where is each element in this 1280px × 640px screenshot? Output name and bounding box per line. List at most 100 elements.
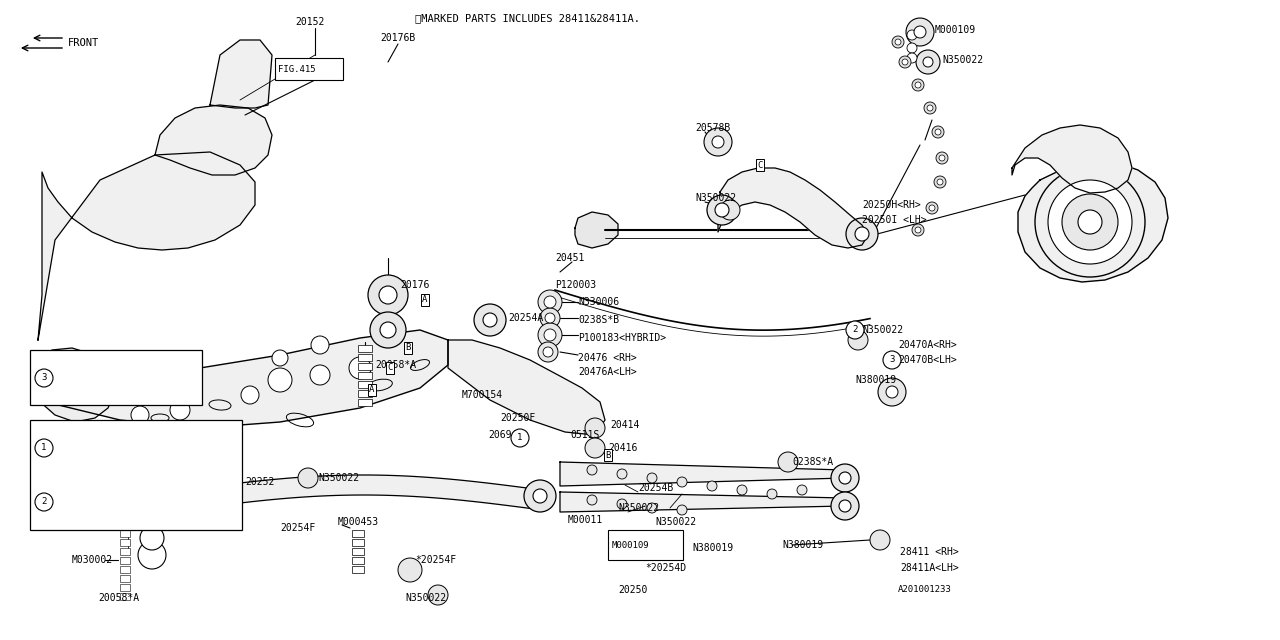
Text: 2: 2 — [852, 326, 858, 335]
Circle shape — [716, 203, 730, 217]
Text: *20254F: *20254F — [415, 555, 456, 565]
Text: FRONT: FRONT — [68, 38, 100, 48]
Circle shape — [878, 378, 906, 406]
Circle shape — [538, 290, 562, 314]
Text: N380019: N380019 — [782, 540, 823, 550]
Text: 2: 2 — [41, 497, 46, 506]
Circle shape — [778, 452, 797, 472]
Circle shape — [831, 464, 859, 492]
Bar — [120, 557, 131, 564]
Polygon shape — [186, 475, 541, 510]
Circle shape — [524, 480, 556, 512]
Circle shape — [1036, 167, 1146, 277]
Bar — [29, 350, 202, 405]
Polygon shape — [718, 168, 868, 248]
Circle shape — [268, 368, 292, 392]
Text: 20252: 20252 — [244, 477, 274, 487]
Bar — [352, 548, 364, 555]
Text: 20414: 20414 — [611, 420, 640, 430]
Text: 20470B<LH>: 20470B<LH> — [899, 355, 956, 365]
Circle shape — [911, 224, 924, 236]
Circle shape — [712, 136, 724, 148]
Circle shape — [543, 347, 553, 357]
Bar — [358, 363, 372, 370]
Bar — [120, 530, 131, 537]
Polygon shape — [448, 340, 605, 435]
Circle shape — [914, 26, 925, 38]
Circle shape — [870, 530, 890, 550]
Circle shape — [927, 105, 933, 111]
Text: 20416: 20416 — [608, 443, 637, 453]
Text: N350022: N350022 — [655, 517, 696, 527]
Text: 20157A<LH>: 20157A<LH> — [90, 517, 148, 527]
Bar — [275, 58, 343, 80]
Circle shape — [184, 492, 200, 508]
Text: 0101S: 0101S — [58, 358, 84, 367]
Circle shape — [838, 472, 851, 484]
Text: C: C — [758, 161, 763, 170]
Circle shape — [1048, 180, 1132, 264]
Circle shape — [932, 126, 945, 138]
Text: M030002: M030002 — [72, 555, 113, 565]
Circle shape — [892, 36, 904, 48]
Text: 20578B: 20578B — [695, 123, 731, 133]
Text: 20694: 20694 — [488, 430, 517, 440]
Bar — [29, 420, 242, 530]
Circle shape — [349, 357, 371, 379]
Circle shape — [379, 286, 397, 304]
Circle shape — [937, 179, 943, 185]
Circle shape — [908, 30, 916, 40]
Circle shape — [483, 313, 497, 327]
Text: M000109: M000109 — [612, 541, 650, 550]
Circle shape — [241, 386, 259, 404]
Circle shape — [544, 329, 556, 341]
Circle shape — [545, 313, 556, 323]
Circle shape — [154, 437, 189, 473]
Circle shape — [588, 495, 596, 505]
Circle shape — [544, 296, 556, 308]
Bar — [120, 548, 131, 555]
Text: ※MARKED PARTS INCLUDES 28411&28411A.: ※MARKED PARTS INCLUDES 28411&28411A. — [415, 13, 640, 23]
Text: 20250F: 20250F — [500, 413, 535, 423]
Circle shape — [370, 312, 406, 348]
Circle shape — [719, 200, 740, 220]
Polygon shape — [561, 462, 845, 486]
Bar — [358, 390, 372, 397]
Bar — [120, 566, 131, 573]
Text: 20058*A: 20058*A — [375, 360, 416, 370]
Text: N350022: N350022 — [404, 593, 447, 603]
Circle shape — [585, 438, 605, 458]
Bar — [352, 539, 364, 546]
Polygon shape — [38, 152, 255, 340]
Text: 20451: 20451 — [556, 253, 585, 263]
Polygon shape — [210, 40, 273, 108]
Polygon shape — [155, 105, 273, 175]
Text: FIG.415: FIG.415 — [278, 65, 316, 74]
Text: 3: 3 — [41, 374, 46, 383]
Circle shape — [902, 59, 908, 65]
Text: M00011: M00011 — [568, 515, 603, 525]
Circle shape — [428, 585, 448, 605]
Text: N350022: N350022 — [618, 503, 659, 513]
Circle shape — [298, 468, 317, 488]
Text: 1: 1 — [41, 444, 46, 452]
Text: 20157 <RH>: 20157 <RH> — [92, 503, 151, 513]
Bar — [352, 557, 364, 564]
Polygon shape — [38, 330, 448, 428]
Text: M000444 <HYBRID>: M000444 <HYBRID> — [58, 509, 143, 518]
Polygon shape — [575, 212, 618, 248]
Circle shape — [369, 275, 408, 315]
Text: 3: 3 — [890, 355, 895, 365]
Circle shape — [35, 493, 52, 511]
Circle shape — [310, 365, 330, 385]
Circle shape — [35, 369, 52, 387]
Text: 20058*A: 20058*A — [99, 593, 140, 603]
Circle shape — [617, 499, 627, 509]
Bar — [358, 354, 372, 361]
Bar — [358, 381, 372, 388]
Text: 0511S: 0511S — [570, 430, 599, 440]
Circle shape — [929, 205, 934, 211]
Text: A: A — [370, 385, 375, 394]
Circle shape — [588, 465, 596, 475]
Bar — [358, 372, 372, 379]
